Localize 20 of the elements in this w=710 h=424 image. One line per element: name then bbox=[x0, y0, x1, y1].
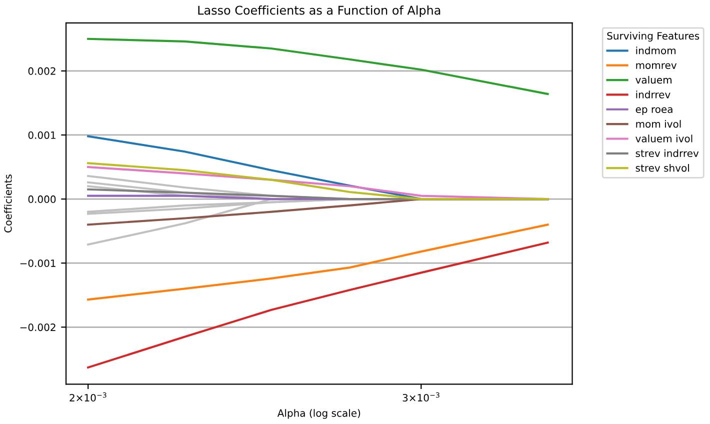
legend-label: mom ivol bbox=[636, 120, 681, 128]
legend-label: strev indrrev bbox=[636, 149, 699, 158]
legend-label: strev shvol bbox=[636, 164, 689, 172]
x-axis-title: Alpha (log scale) bbox=[277, 409, 360, 419]
legend-label: indrrev bbox=[636, 90, 670, 98]
legend-label: momrev bbox=[636, 63, 677, 69]
legend-title: Surviving Features bbox=[607, 32, 700, 42]
y-axis-title: Coefficients bbox=[4, 174, 12, 232]
legend-label: valuem ivol bbox=[636, 134, 692, 142]
y-tick-label: 0.000 bbox=[28, 195, 56, 203]
y-tick-label: 0.001 bbox=[28, 131, 56, 139]
y-tick-label: 0.002 bbox=[28, 67, 56, 75]
legend-label: valuem bbox=[636, 76, 672, 84]
chart-title: Lasso Coefficients as a Function of Alpha bbox=[198, 5, 440, 18]
x-tick-label: 2×10$^{−3}$ bbox=[70, 392, 106, 402]
legend-label: ep roea bbox=[636, 107, 672, 115]
y-tick-label: −0.001 bbox=[20, 259, 56, 268]
x-tick-label: 3×10$^{−3}$ bbox=[402, 392, 440, 402]
y-tick-label: −0.002 bbox=[20, 324, 56, 332]
legend-label: indmom bbox=[636, 46, 676, 54]
